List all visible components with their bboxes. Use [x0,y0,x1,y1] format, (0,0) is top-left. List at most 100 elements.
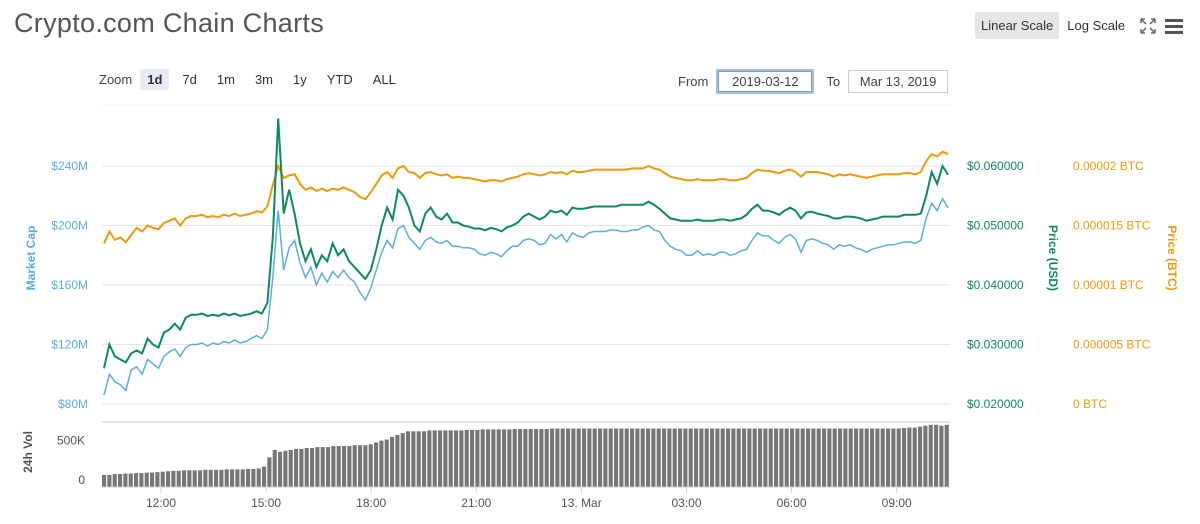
volume-bar [736,428,741,487]
volume-bar [726,428,731,487]
volume-bar [795,428,800,487]
volume-bar [619,428,624,487]
price-usd-axis-title: Price (USD) [1046,225,1060,291]
to-label: To [826,74,841,89]
volume-bar [267,457,272,487]
volume-bar [304,448,309,487]
menu-icon[interactable] [1163,15,1185,37]
linear-scale-button[interactable]: Linear Scale [975,12,1060,39]
volume-bar [571,428,576,487]
volume-bar [198,470,203,487]
volume-bar [203,469,208,487]
zoom-7d-button[interactable]: 7d [182,72,197,87]
volume-tick-label: 500K [57,434,85,448]
zoom-3m-button[interactable]: 3m [254,72,273,87]
zoom-1y-button[interactable]: 1y [293,72,307,87]
price-btc-tick-label: 0.000015 BTC [1073,219,1151,233]
volume-bar [518,429,523,487]
price-usd-line [103,118,949,369]
volume-bar [934,424,939,487]
market-cap-axis-title: Market Cap [24,226,38,291]
volume-bar [774,428,779,487]
volume-bar [550,428,555,487]
to-date-input[interactable] [848,70,949,93]
volume-bar [811,428,816,487]
volume-bar [790,428,795,487]
volume-bar [182,470,187,487]
price-btc-line [103,150,949,244]
market-cap-tick-label: $160M [51,278,88,292]
volume-bar [107,474,112,487]
volume-bar [582,428,587,487]
volume-bar [651,428,656,487]
volume-bar [576,428,581,487]
volume-bar [406,431,411,487]
market-cap-tick-label: $200M [51,219,88,233]
volume-bar [566,428,571,487]
volume-bar [475,429,480,487]
volume-bar [763,428,768,487]
volume-bar [720,428,725,487]
volume-bar [907,427,912,487]
volume-bar [870,428,875,487]
volume-bar [816,428,821,487]
price-usd-tick-label: $0.050000 [967,219,1024,233]
price-btc-axis-title: Price (BTC) [1165,225,1179,290]
volume-bar [886,428,891,487]
log-scale-button[interactable]: Log Scale [1067,18,1126,33]
volume-bar [555,428,560,487]
price-btc-tick-label: 0.00001 BTC [1073,278,1144,292]
volume-bar [128,473,133,487]
volume-bar [875,428,880,487]
volume-bar [315,447,320,487]
volume-bar [230,469,235,487]
volume-bar [896,428,901,487]
zoom-1m-button[interactable]: 1m [216,72,235,87]
volume-bar [112,474,117,487]
volume-axis-title: 24h Vol [21,431,35,473]
volume-bar [544,429,549,487]
volume-bar [443,430,448,487]
volume-bar [864,428,869,487]
x-tick-label: 12:00 [146,496,176,510]
volume-bar [123,473,128,487]
volume-bar [699,428,704,487]
volume-bar [384,439,389,487]
fullscreen-icon[interactable] [1137,15,1159,37]
volume-bar [523,429,528,487]
volume-bar [742,428,747,487]
volume-bar [299,448,304,487]
volume-bar [902,428,907,487]
volume-bar [491,429,496,487]
volume-bar [288,449,293,487]
volume-bar [155,472,160,487]
volume-bar [672,428,677,487]
volume-bar [944,424,949,487]
date-range-selector: From To [678,69,949,94]
volume-bar [646,428,651,487]
zoom-ytd-button[interactable]: YTD [326,72,353,87]
page-title: Crypto.com Chain Charts [14,8,325,38]
volume-bar [390,436,395,487]
volume-bar [224,469,229,487]
volume-bar [486,429,491,487]
from-label: From [678,74,709,89]
volume-bar [134,473,139,487]
volume-bar [454,430,459,487]
zoom-all-button[interactable]: ALL [372,72,396,87]
zoom-1d-button[interactable]: 1d [140,69,170,90]
volume-bar [432,430,437,487]
volume-bar [598,428,603,487]
volume-bar [363,445,368,487]
market-cap-tick-label: $240M [51,159,88,173]
volume-bar [416,431,421,487]
volume-bar [656,428,661,487]
volume-bar [358,445,363,487]
volume-bar [640,428,645,487]
from-date-input[interactable] [716,69,815,94]
volume-bar [694,428,699,487]
volume-bar [470,429,475,487]
volume-bar [502,429,507,487]
scale-toggle-group: Linear Scale Log Scale [975,12,1185,39]
